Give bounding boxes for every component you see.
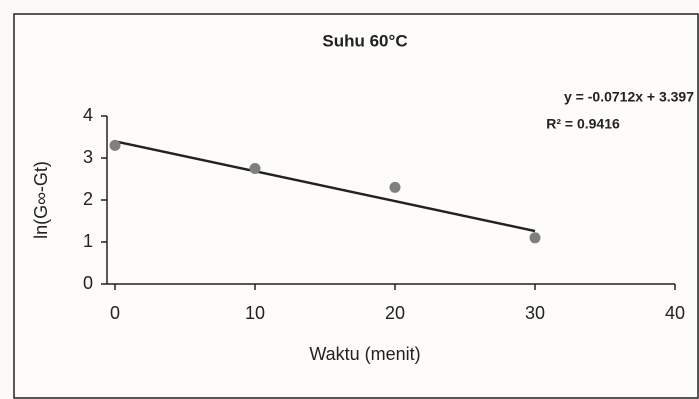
data-point <box>390 182 401 193</box>
x-tick-label: 0 <box>110 303 120 323</box>
x-tick-label: 20 <box>385 303 405 323</box>
y-tick-label: 1 <box>83 231 93 251</box>
x-tick-label: 30 <box>525 303 545 323</box>
trend-equation: y = -0.0712x + 3.397 <box>564 89 694 105</box>
y-tick-label: 3 <box>83 147 93 167</box>
chart: Suhu 60°C Waktu (menit) ln(G∞-Gt) y = -0… <box>0 0 699 399</box>
data-point <box>110 140 121 151</box>
data-point <box>530 232 541 243</box>
x-tick-label: 40 <box>665 303 685 323</box>
r-squared: R² = 0.9416 <box>546 116 620 132</box>
y-tick-label: 4 <box>83 105 93 125</box>
data-point <box>250 163 261 174</box>
x-axis-title: Waktu (menit) <box>309 344 420 364</box>
chart-title: Suhu 60°C <box>322 31 407 50</box>
y-axis-title: ln(G∞-Gt) <box>31 161 51 239</box>
chart-border <box>14 14 698 398</box>
x-tick-label: 10 <box>245 303 265 323</box>
y-tick-label: 0 <box>83 273 93 293</box>
y-tick-label: 2 <box>83 189 93 209</box>
